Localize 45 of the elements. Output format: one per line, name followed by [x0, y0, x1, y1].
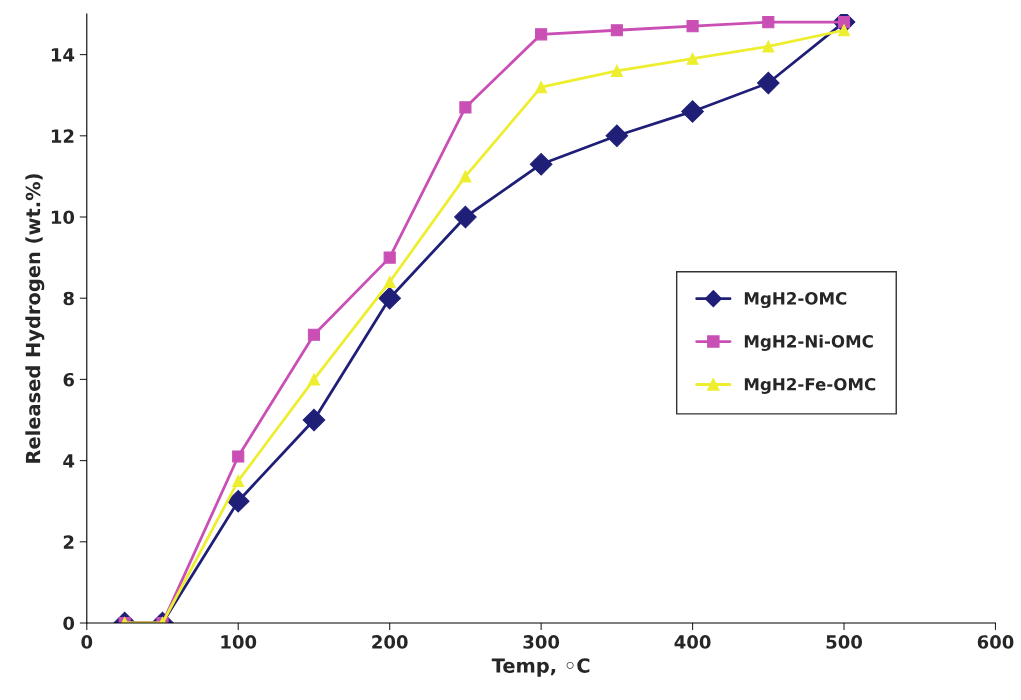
- x-tick-label: 600: [977, 635, 1014, 649]
- y-tick-label: 6: [63, 372, 75, 387]
- point: [686, 52, 699, 65]
- point: [686, 20, 699, 33]
- y-tick-label: 10: [51, 210, 75, 225]
- x-tick-label: 400: [674, 635, 711, 649]
- point: [610, 24, 623, 37]
- y-tick-label: 8: [63, 291, 74, 306]
- point: [529, 152, 553, 176]
- point: [762, 40, 775, 53]
- x-tick-label: 500: [826, 635, 863, 649]
- x-axis-title: Temp, ◦C: [491, 658, 590, 677]
- point: [459, 170, 472, 183]
- point: [232, 450, 245, 463]
- point: [226, 489, 250, 513]
- point: [459, 101, 472, 114]
- point: [383, 251, 396, 264]
- point: [756, 71, 780, 95]
- point: [605, 124, 629, 148]
- x-tick-label: 0: [81, 635, 93, 649]
- point: [383, 275, 396, 289]
- legend-label: MgH2-Fe-OMC: [744, 377, 876, 394]
- point: [307, 328, 321, 341]
- x-tick-label: 200: [372, 635, 408, 649]
- y-tick-label: 12: [51, 129, 74, 143]
- point: [454, 205, 477, 229]
- x-tick-label: 300: [523, 635, 560, 649]
- y-tick-label: 14: [51, 48, 75, 62]
- point: [302, 408, 326, 432]
- legend-label: MgH2-Ni-OMC: [744, 334, 873, 351]
- y-tick-label: 4: [63, 454, 75, 468]
- legend-label: MgH2-OMC: [744, 292, 847, 309]
- y-tick-label: 2: [63, 535, 74, 549]
- point: [681, 100, 704, 123]
- point: [837, 24, 851, 37]
- point: [762, 16, 775, 29]
- y-axis-title: Released Hydrogen (wt.%): [25, 174, 45, 463]
- point: [232, 474, 245, 487]
- point: [307, 373, 321, 386]
- point: [610, 64, 623, 77]
- point: [535, 28, 548, 41]
- x-tick-label: 100: [221, 635, 257, 649]
- point: [535, 81, 548, 94]
- point: [378, 286, 401, 310]
- y-tick-label: 0: [63, 616, 75, 631]
